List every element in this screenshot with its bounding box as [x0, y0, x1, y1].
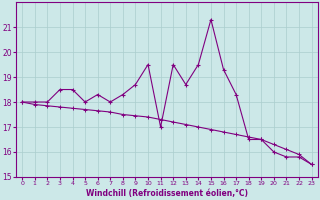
X-axis label: Windchill (Refroidissement éolien,°C): Windchill (Refroidissement éolien,°C): [86, 189, 248, 198]
